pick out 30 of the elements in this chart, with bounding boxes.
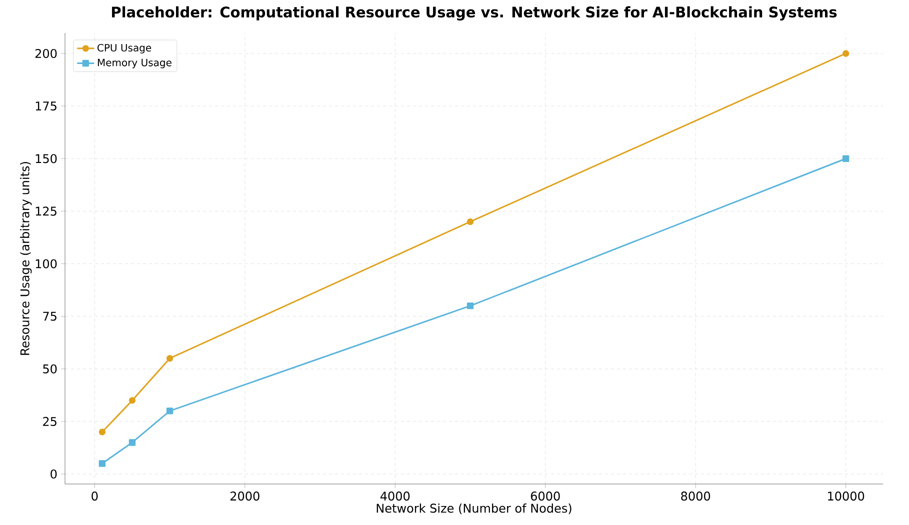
- y-tick-label: 175: [36, 102, 56, 111]
- y-tick-label: 200: [35, 48, 57, 58]
- y-axis-title: Resource Usage (arbitrary units): [20, 162, 32, 355]
- y-tick-label: 50: [43, 364, 57, 374]
- x-tick-label: 6000: [530, 492, 560, 501]
- point: [466, 218, 474, 226]
- x-axis-title: Network Size (Number of Nodes): [376, 503, 572, 514]
- x-tick-label: 0: [92, 492, 98, 501]
- x-tick-label: 8000: [681, 492, 710, 501]
- point: [128, 439, 136, 446]
- x-tick-label: 2000: [230, 492, 260, 501]
- y-tick-label: 150: [36, 154, 57, 164]
- point: [842, 50, 850, 57]
- point: [98, 460, 106, 467]
- legend-label: CPU Usage: [98, 44, 152, 54]
- y-tick-label: 100: [36, 259, 57, 268]
- chart-title: Placeholder: Computational Resource Usage vs. Network Size for AI-Blockchain Systems: [112, 6, 837, 20]
- legend-label: Memory Usage: [98, 58, 172, 68]
- point: [466, 302, 474, 310]
- x-tick-label: 10000: [828, 492, 864, 501]
- y-tick-label: 25: [43, 416, 56, 426]
- point: [98, 428, 106, 436]
- y-tick-label: 125: [36, 206, 56, 216]
- y-tick-label: 75: [43, 312, 56, 321]
- point: [842, 155, 850, 162]
- point: [166, 408, 174, 414]
- x-tick-label: 4000: [380, 492, 410, 501]
- y-tick-label: 0: [50, 469, 57, 479]
- point: [166, 355, 174, 362]
- point: [128, 397, 136, 404]
